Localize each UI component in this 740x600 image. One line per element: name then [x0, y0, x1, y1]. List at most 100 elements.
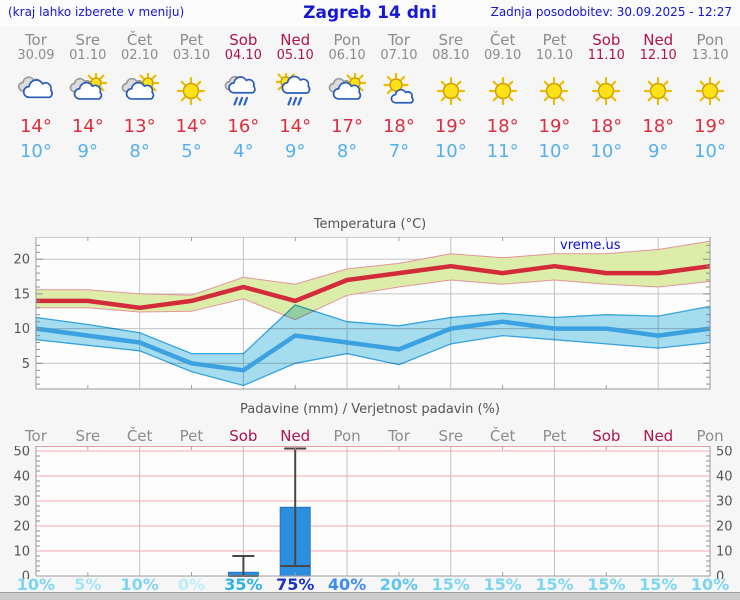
day-date-label: 08.10: [432, 48, 470, 63]
tmin-label: 9°: [647, 141, 669, 162]
weather-icon-sun-cloud: [69, 72, 107, 100]
svg-text:40: 40: [13, 470, 30, 485]
precip-probability-label: 15%: [431, 575, 470, 594]
tmax-label: 19°: [694, 116, 727, 137]
weather-icon-rain: [224, 75, 257, 106]
day-date-label: 02.10: [121, 48, 159, 63]
precip-day-label: Ned: [280, 427, 311, 445]
tmin-label: 7°: [388, 141, 410, 162]
precip-probability-label: 10%: [16, 575, 56, 594]
day-name-label: Sre: [438, 31, 464, 49]
precipitation-probability-row: 10% 5% 10% 0% 35% 75% 40% 20% 15% 15% 15% 15% 15% 10%: [10, 575, 736, 594]
tmin-label: 10°: [590, 141, 623, 162]
day-icon-cell: [529, 67, 581, 113]
svg-text:50: 50: [716, 446, 733, 460]
svg-text:20: 20: [13, 253, 30, 268]
day-date-label: 06.10: [328, 48, 366, 63]
precip-probability-label: 5%: [74, 575, 102, 594]
forecast-strip: Tor 30.09 14° 10° Sre 01.10 14° 9° Čet 02.10 13° 8°…: [10, 32, 736, 165]
day-name-label: Ned: [643, 31, 674, 49]
precip-probability-label: 75%: [276, 575, 315, 594]
watermark-link[interactable]: vreme.us: [560, 238, 621, 253]
day-name-label: Pon: [333, 31, 361, 49]
precip-probability-label: 15%: [483, 575, 522, 594]
svg-text:0: 0: [22, 570, 30, 580]
precip-probability-label: 15%: [535, 575, 574, 594]
tmax-label: 19°: [434, 116, 467, 137]
day-icon-cell: [425, 67, 477, 113]
tmin-label: 10°: [434, 141, 467, 162]
precip-day-label: Sre: [75, 427, 101, 445]
day-date-label: 12.10: [639, 48, 677, 63]
weather-icon-sun-cloud: [328, 72, 367, 100]
tmax-label: 14°: [19, 116, 52, 137]
tmax-label: 19°: [538, 116, 571, 137]
day-name-label: Pet: [542, 31, 567, 49]
tmax-label: 18°: [590, 116, 623, 137]
day-date-label: 30.09: [17, 48, 55, 63]
tmax-label: 14°: [71, 116, 104, 137]
day-date-label: 07.10: [380, 48, 418, 63]
day-date-label: 03.10: [172, 48, 211, 63]
tmin-label: 10°: [538, 141, 571, 162]
precip-day-label: Sob: [592, 427, 621, 445]
svg-text:50: 50: [13, 446, 30, 460]
weather-icon-sunny: [695, 76, 725, 105]
day-icon-cell: [166, 67, 218, 113]
precip-probability-label: 10%: [120, 575, 159, 594]
forecast-day-col: Ned 12.10 18° 9°: [632, 32, 684, 165]
last-update-text: Zadnja posodobitev: 30.09.2025 - 12:27: [490, 5, 732, 19]
day-date-label: 09.10: [484, 48, 522, 63]
forecast-day-col: Tor 30.09 14° 10°: [10, 32, 62, 165]
day-name-label: Pet: [179, 31, 204, 49]
day-icon-cell: [373, 67, 425, 113]
day-date-label: 13.10: [691, 48, 729, 63]
precip-day-label: Čet: [126, 427, 153, 445]
tmin-label: 4°: [233, 141, 254, 162]
tmax-label: 14°: [279, 116, 312, 137]
day-icon-cell: [477, 67, 529, 113]
weather-icon-cloudy: [17, 75, 53, 98]
temperature-chart: 5 10 15 20: [0, 236, 740, 392]
svg-text:30: 30: [13, 495, 30, 510]
day-name-label: Sre: [75, 31, 101, 49]
precipitation-chart-title: Padavine (mm) / Verjetnost padavin (%): [240, 402, 500, 417]
forecast-day-col: Čet 02.10 13° 8°: [114, 32, 166, 165]
precip-probability-label: 15%: [587, 575, 626, 594]
tmin-label: 8°: [129, 141, 150, 162]
day-icon-cell: [269, 67, 321, 113]
day-name-label: Sob: [592, 31, 621, 49]
precip-probability-label: 15%: [639, 575, 678, 594]
forecast-day-col: Pet 10.10 19° 10°: [529, 32, 581, 165]
weather-icon-sunny: [177, 76, 206, 105]
weather-icon-sunny: [592, 76, 621, 105]
day-date-label: 01.10: [69, 48, 107, 63]
tmax-label: 16°: [227, 116, 260, 137]
day-name-label: Ned: [280, 31, 311, 49]
weather-icon-sun-rain: [276, 72, 311, 106]
tmin-label: 9°: [77, 141, 98, 162]
tmin-label: 11°: [486, 141, 519, 162]
tmax-label: 18°: [382, 116, 415, 137]
svg-text:10: 10: [13, 322, 30, 337]
precip-day-label: Pon: [696, 427, 724, 445]
svg-text:20: 20: [716, 520, 733, 535]
precip-probability-label: 20%: [379, 575, 419, 594]
day-name-label: Tor: [24, 31, 47, 49]
tmax-label: 14°: [175, 116, 208, 137]
precip-probability-label: 40%: [327, 575, 367, 594]
forecast-day-col: Pon 13.10 19° 10°: [684, 32, 736, 165]
precip-day-label: Pet: [179, 427, 204, 445]
forecast-day-col: Pon 06.10 17° 8°: [321, 32, 373, 165]
precip-probability-label: 10%: [690, 575, 730, 594]
tmax-label: 18°: [642, 116, 675, 137]
svg-text:20: 20: [13, 520, 30, 535]
day-icon-cell: [321, 67, 373, 113]
svg-text:10: 10: [716, 545, 733, 560]
day-name-label: Tor: [387, 31, 410, 49]
weather-icon-sunny: [644, 76, 673, 105]
day-name-label: Čet: [126, 31, 153, 49]
weather-icon-mostly-sunny: [383, 72, 414, 104]
svg-text:0: 0: [716, 570, 724, 580]
